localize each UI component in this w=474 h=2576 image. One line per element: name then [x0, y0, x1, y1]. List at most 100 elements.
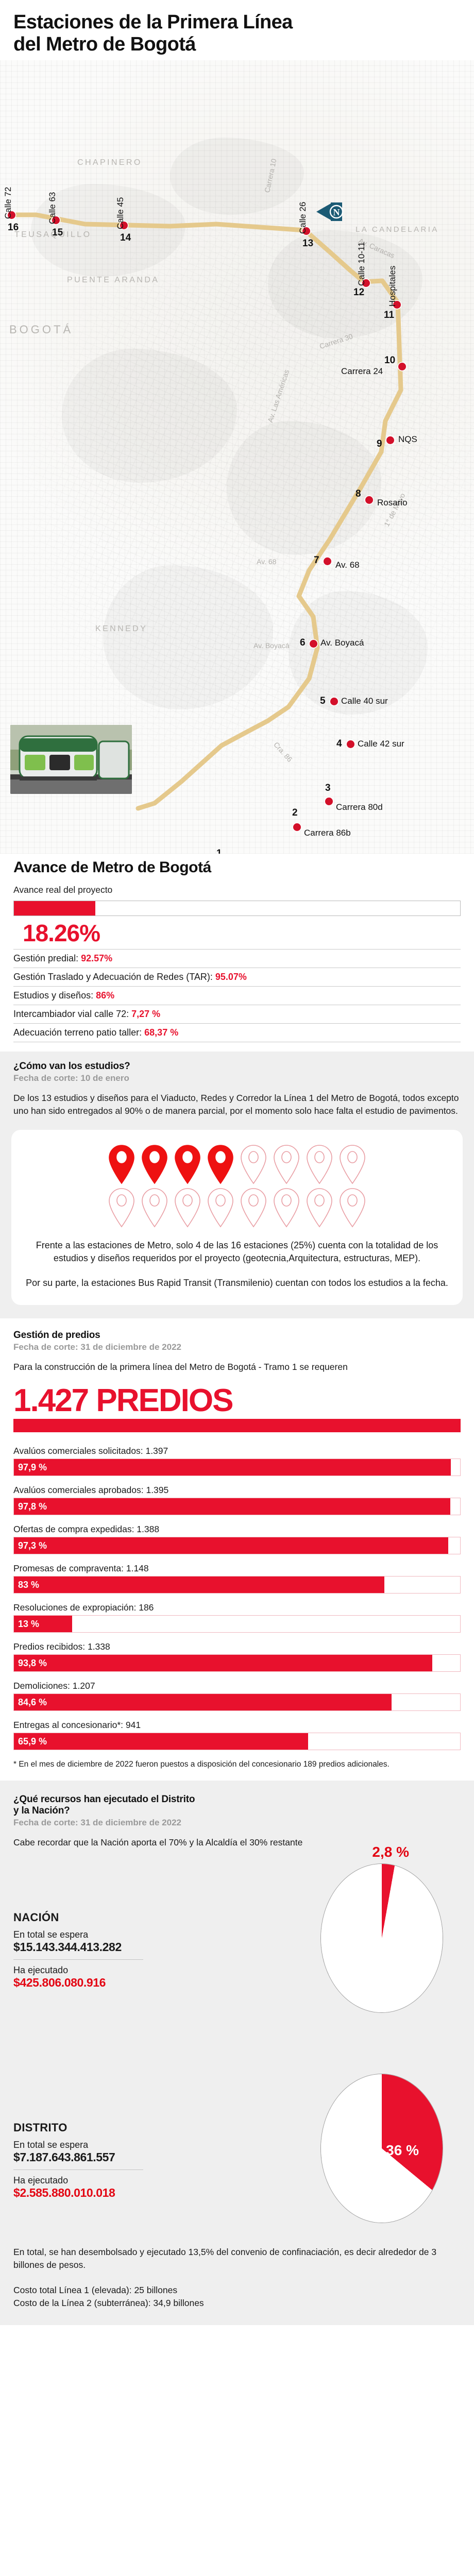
- avance-stat-row: Adecuación terreno patio taller: 68,37 %: [13, 1023, 461, 1042]
- station-number: 15: [52, 227, 63, 239]
- station-dot: [120, 221, 128, 229]
- predios-item-track: 93,8 %: [13, 1654, 461, 1672]
- station-name: Calle 26: [298, 201, 308, 234]
- station-dot: [330, 697, 338, 705]
- station-number: 9: [377, 438, 382, 450]
- map-pin-icon-outline: [340, 1144, 365, 1184]
- station-dot: [309, 639, 317, 648]
- map-pin-icon-outline: [241, 1144, 266, 1184]
- page-title-line-2: del Metro de Bogotá: [13, 33, 196, 55]
- north-arrow-icon: N: [315, 200, 344, 226]
- hood-label-teusaquillo: TEUSAQUILLO: [14, 230, 92, 240]
- nacion-executed-label: Ha ejecutado: [13, 1964, 69, 1975]
- avance-stat-value: 95.07%: [215, 971, 247, 982]
- station-pin-grid: [93, 1143, 381, 1229]
- distrito-executed-amount: $2.585.880.010.018: [13, 2185, 115, 2199]
- avance-stat-row: Gestión Traslado y Adecuación de Redes (…: [13, 967, 461, 986]
- predios-item-percentage: 13 %: [18, 1618, 40, 1629]
- predios-item-label: Promesas de compraventa: 1.148: [13, 1563, 149, 1574]
- predios-progress-item: Demoliciones: 1.207 84,6 %: [13, 1681, 461, 1711]
- station-dot: [325, 797, 333, 805]
- nacion-executed-amount: $425.806.080.916: [13, 1975, 106, 1989]
- recursos-section: ¿Qué recursos han ejecutado el Distrito …: [0, 1780, 474, 2326]
- nacion-expected-label: En total se espera: [13, 1929, 89, 1940]
- avance-percentage: 18.26%: [23, 919, 100, 946]
- predios-progress-item: Resoluciones de expropiación: 186 13 %: [13, 1602, 461, 1633]
- metro-line-map: CHAPINERO TEUSAQUILLO LA CANDELARIA PUEN…: [0, 60, 474, 854]
- predios-item-fill: 97,9 %: [14, 1459, 451, 1476]
- predios-progress-item: Avalúos comerciales aprobados: 1.395 97,8…: [13, 1485, 461, 1516]
- station-name: Carrera 24: [341, 366, 383, 377]
- map-pin-icon-filled: [109, 1144, 134, 1184]
- metro-train-photo: [10, 725, 132, 794]
- predios-item-percentage: 97,3 %: [18, 1540, 47, 1551]
- predios-item-fill: 93,8 %: [14, 1655, 433, 1672]
- street-label-av-boyaca: Av. Boyacá: [253, 641, 290, 650]
- station-name: Rosario: [377, 498, 408, 508]
- station-dot: [386, 436, 394, 444]
- station-number: 5: [320, 696, 326, 707]
- station-number: 10: [384, 355, 396, 366]
- station-number: 1: [216, 848, 222, 854]
- predios-item-label: Demoliciones: 1.207: [13, 1681, 95, 1691]
- distrito-block: 36 % DISTRITO En total se espera $7.187.…: [13, 2073, 461, 2228]
- station-number: 11: [384, 310, 395, 321]
- distrito-pie-chart: 36 %: [320, 2073, 443, 2223]
- map-background: [0, 60, 474, 854]
- predios-item-track: 83 %: [13, 1576, 461, 1594]
- avance-progress-bar: [13, 900, 461, 916]
- map-pin-icon-filled: [142, 1144, 167, 1184]
- station-name: Carrera 80d: [336, 802, 383, 812]
- metro-line-path: [9, 212, 403, 811]
- avance-stat-label: Intercambiador vial calle 72:: [13, 1008, 132, 1019]
- station-dot: [323, 557, 331, 565]
- predios-item-track: 65,9 %: [13, 1733, 461, 1751]
- predios-footnote: * En el mes de diciembre de 2022 fueron …: [13, 1760, 390, 1769]
- recursos-tail-3: Costo de la Línea 2 (subterránea): 34,9 …: [13, 2298, 204, 2309]
- distrito-pie-label: 36 %: [386, 2142, 419, 2158]
- avance-stat-label: Estudios y diseños:: [13, 990, 96, 1001]
- predios-item-fill: 13 %: [14, 1616, 72, 1633]
- station-name: Av. Boyacá: [320, 638, 364, 648]
- map-pin-icon-outline: [274, 1144, 299, 1184]
- predios-progress-item: Avalúos comerciales solicitados: 1.397 97…: [13, 1446, 461, 1477]
- predios-section: Gestión de predios Fecha de corte: 31 de…: [0, 1318, 474, 1781]
- nacion-pie-label: 2,8 %: [372, 1843, 409, 1860]
- station-dot: [393, 300, 401, 309]
- estudios-paragraph: De los 13 estudios y diseños para el Via…: [13, 1092, 459, 1116]
- station-number: 2: [292, 807, 298, 819]
- distrito-executed-label: Ha ejecutado: [13, 2175, 69, 2185]
- recursos-tail-2: Costo total Línea 1 (elevada): 25 billon…: [13, 2285, 178, 2296]
- predios-item-label: Ofertas de compra expedidas: 1.388: [13, 1524, 160, 1535]
- station-dot: [7, 211, 15, 219]
- map-pin-icon-outline: [109, 1188, 134, 1227]
- station-name: Hospitales: [387, 265, 397, 307]
- station-number: 8: [356, 488, 361, 500]
- predios-item-percentage: 97,8 %: [18, 1501, 47, 1512]
- predios-item-track: 84,6 %: [13, 1693, 461, 1711]
- nacion-pie-chart: [320, 1863, 443, 2013]
- station-dot: [346, 740, 354, 748]
- predios-item-fill: 83 %: [14, 1577, 384, 1594]
- predios-date: Fecha de corte: 31 de diciembre de 2022: [13, 1342, 181, 1352]
- nacion-block: 2,8 % NACIÓN En total se espera $15.143.…: [13, 1844, 461, 2018]
- map-pin-icon-outline: [274, 1188, 299, 1227]
- avance-progress-fill: [14, 901, 96, 916]
- nacion-expected-amount: $15.143.344.413.282: [13, 1940, 122, 1954]
- page-header: Estaciones de la Primera Línea del Metro…: [0, 0, 474, 60]
- hood-label-puente-aranda: PUENTE ARANDA: [67, 276, 160, 285]
- predios-paragraph: Para la construcción de la primera línea…: [13, 1362, 348, 1372]
- map-pin-icon-outline: [175, 1188, 200, 1227]
- predios-title: Gestión de predios: [13, 1330, 100, 1341]
- avance-stat-label: Gestión predial:: [13, 953, 81, 963]
- avance-stat-list: Gestión predial: 92.57% Gestión Traslado …: [13, 948, 461, 1042]
- station-number: 6: [300, 637, 306, 649]
- recursos-title-line-2: y la Nación?: [13, 1805, 70, 1816]
- predios-item-track: 97,8 %: [13, 1498, 461, 1516]
- predios-item-track: 97,3 %: [13, 1537, 461, 1555]
- avance-stat-row: Gestión predial: 92.57%: [13, 948, 461, 968]
- hood-label-bogota: BOGOTÁ: [9, 323, 74, 336]
- predios-item-percentage: 65,9 %: [18, 1736, 47, 1747]
- station-number: 12: [353, 287, 365, 298]
- map-pin-icon-outline: [340, 1188, 365, 1227]
